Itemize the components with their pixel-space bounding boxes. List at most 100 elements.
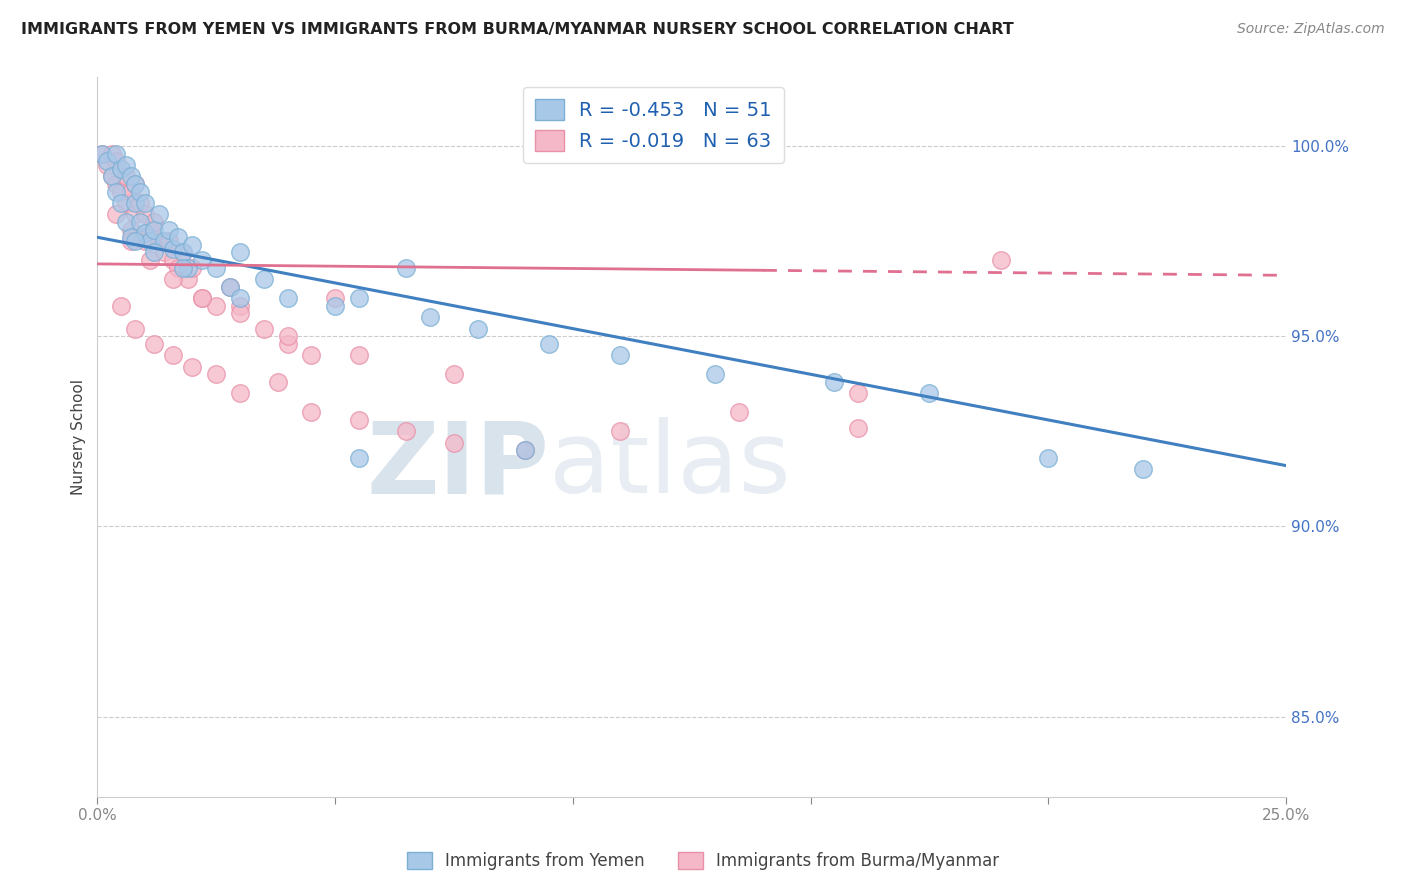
Point xyxy=(115,196,138,211)
Point xyxy=(134,234,156,248)
Point xyxy=(443,368,465,382)
Point xyxy=(205,260,228,275)
Point xyxy=(205,299,228,313)
Point xyxy=(105,154,128,169)
Point xyxy=(1132,462,1154,476)
Point xyxy=(395,425,418,439)
Point xyxy=(253,272,276,286)
Point xyxy=(167,260,190,275)
Point xyxy=(134,227,156,241)
Point xyxy=(91,146,114,161)
Point xyxy=(124,177,146,191)
Point xyxy=(162,348,184,362)
Point xyxy=(148,234,170,248)
Point xyxy=(120,230,142,244)
Point xyxy=(347,291,370,305)
Point xyxy=(110,161,132,176)
Point xyxy=(120,222,142,236)
Point xyxy=(990,253,1012,268)
Legend: Immigrants from Yemen, Immigrants from Burma/Myanmar: Immigrants from Yemen, Immigrants from B… xyxy=(399,845,1007,877)
Point xyxy=(537,336,560,351)
Point xyxy=(191,253,214,268)
Point xyxy=(846,386,869,401)
Point xyxy=(267,375,290,389)
Point xyxy=(229,299,252,313)
Point xyxy=(219,279,242,293)
Point xyxy=(105,207,128,221)
Point xyxy=(120,234,142,248)
Point xyxy=(467,321,489,335)
Point xyxy=(323,299,346,313)
Point xyxy=(129,196,152,211)
Point xyxy=(846,420,869,434)
Point xyxy=(323,291,346,305)
Point xyxy=(124,207,146,221)
Point xyxy=(704,368,727,382)
Point xyxy=(162,272,184,286)
Point xyxy=(167,230,190,244)
Text: atlas: atlas xyxy=(548,417,790,515)
Point xyxy=(347,413,370,427)
Point xyxy=(129,185,152,199)
Point xyxy=(105,146,128,161)
Point xyxy=(823,375,845,389)
Point xyxy=(115,158,138,172)
Point xyxy=(96,158,118,172)
Point xyxy=(124,234,146,248)
Point xyxy=(205,368,228,382)
Point xyxy=(162,253,184,268)
Point xyxy=(299,348,322,362)
Point xyxy=(120,169,142,184)
Point xyxy=(253,321,276,335)
Point xyxy=(229,291,252,305)
Text: Source: ZipAtlas.com: Source: ZipAtlas.com xyxy=(1237,22,1385,37)
Point xyxy=(129,215,152,229)
Point xyxy=(347,348,370,362)
Point xyxy=(219,279,242,293)
Point xyxy=(191,291,214,305)
Point xyxy=(134,207,156,221)
Y-axis label: Nursery School: Nursery School xyxy=(72,379,86,495)
Point xyxy=(172,245,194,260)
Point xyxy=(115,169,138,184)
Point xyxy=(419,310,441,325)
Point xyxy=(129,230,152,244)
Point xyxy=(277,329,299,343)
Point xyxy=(138,234,160,248)
Point xyxy=(1038,450,1060,465)
Point xyxy=(181,260,204,275)
Point xyxy=(105,185,128,199)
Point xyxy=(728,405,751,419)
Point xyxy=(100,146,122,161)
Point xyxy=(515,443,537,458)
Point xyxy=(172,245,194,260)
Point xyxy=(115,215,138,229)
Point xyxy=(143,245,166,260)
Text: IMMIGRANTS FROM YEMEN VS IMMIGRANTS FROM BURMA/MYANMAR NURSERY SCHOOL CORRELATIO: IMMIGRANTS FROM YEMEN VS IMMIGRANTS FROM… xyxy=(21,22,1014,37)
Point xyxy=(918,386,941,401)
Point xyxy=(110,299,132,313)
Point xyxy=(143,336,166,351)
Point xyxy=(172,260,194,275)
Legend: R = -0.453   N = 51, R = -0.019   N = 63: R = -0.453 N = 51, R = -0.019 N = 63 xyxy=(523,87,783,162)
Point xyxy=(138,253,160,268)
Point xyxy=(148,207,170,221)
Point xyxy=(105,177,128,191)
Point xyxy=(162,242,184,256)
Point xyxy=(100,169,122,184)
Point xyxy=(443,435,465,450)
Point xyxy=(110,196,132,211)
Point xyxy=(181,359,204,374)
Point xyxy=(153,245,176,260)
Point xyxy=(181,238,204,252)
Point xyxy=(143,215,166,229)
Point xyxy=(91,146,114,161)
Point xyxy=(100,169,122,184)
Point xyxy=(96,154,118,169)
Point xyxy=(347,450,370,465)
Point xyxy=(191,291,214,305)
Point xyxy=(176,260,198,275)
Text: ZIP: ZIP xyxy=(366,417,548,515)
Point xyxy=(229,386,252,401)
Point xyxy=(134,196,156,211)
